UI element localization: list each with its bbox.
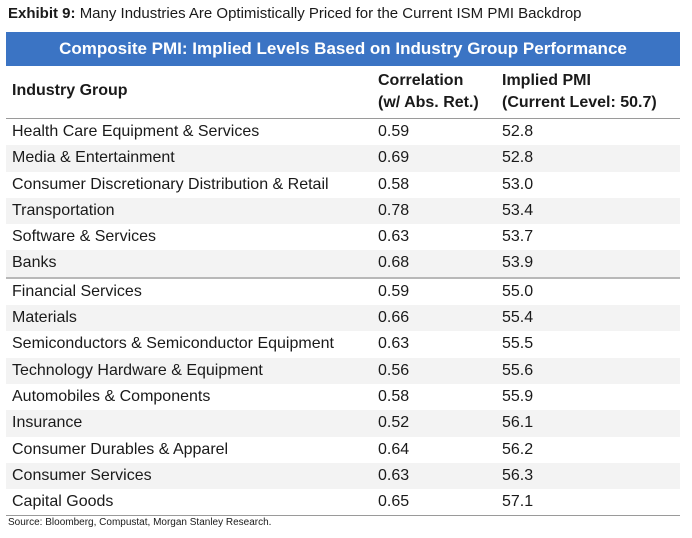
implied-pmi-cell: 52.8 [502, 123, 534, 140]
table-row: Technology Hardware & Equipment 0.56 55.6 [6, 357, 680, 384]
implied-pmi-cell: 56.3 [502, 466, 534, 484]
implied-pmi-cell: 55.6 [502, 361, 534, 379]
correlation-cell: 0.58 [378, 387, 410, 405]
correlation-cell: 0.64 [378, 440, 410, 458]
table-row: Materials 0.66 55.4 [6, 305, 680, 332]
correlation-cell: 0.66 [378, 309, 410, 327]
industry-cell: Insurance [12, 414, 83, 432]
industry-cell: Consumer Durables & Apparel [12, 440, 229, 458]
table-row: Consumer Discretionary Distribution & Re… [6, 171, 680, 198]
header-correlation: Correlation (w/ Abs. Ret.) [378, 70, 479, 114]
implied-pmi-cell: 53.7 [502, 228, 534, 246]
implied-pmi-cell: 52.8 [502, 149, 534, 167]
industry-cell: Technology Hardware & Equipment [12, 361, 263, 379]
industry-cell: Transportation [12, 201, 115, 219]
correlation-cell: 0.63 [378, 335, 410, 353]
exhibit-label: Exhibit 9: [8, 5, 76, 22]
table-row: Automobiles & Components 0.58 55.9 [6, 383, 680, 411]
implied-pmi-cell: 56.2 [502, 440, 534, 458]
exhibit-title: Exhibit 9: Many Industries Are Optimisti… [8, 4, 582, 24]
industry-cell: Software & Services [12, 228, 157, 246]
industry-cell: Financial Services [12, 282, 142, 300]
table-banner: Composite PMI: Implied Levels Based on I… [6, 32, 680, 66]
correlation-cell: 0.78 [378, 201, 410, 219]
correlation-cell: 0.65 [378, 493, 410, 511]
correlation-cell: 0.56 [378, 361, 410, 379]
correlation-cell: 0.63 [378, 228, 410, 246]
implied-pmi-cell: 55.9 [502, 387, 534, 405]
correlation-cell: 0.52 [378, 414, 410, 432]
header-implied-line2: (Current Level: 50.7) [502, 94, 657, 111]
header-correlation-line1: Correlation [378, 72, 464, 89]
table-row: Transportation 0.78 53.4 [6, 197, 680, 225]
industry-cell: Consumer Discretionary Distribution & Re… [12, 175, 329, 193]
table-row: Capital Goods 0.65 57.1 [6, 489, 680, 516]
table-row: Consumer Durables & Apparel 0.64 56.2 [6, 436, 680, 463]
table-header: Industry Group Correlation (w/ Abs. Ret.… [6, 66, 680, 119]
header-correlation-line2: (w/ Abs. Ret.) [378, 94, 479, 111]
implied-pmi-cell: 55.4 [502, 309, 534, 327]
implied-pmi-cell: 53.4 [502, 201, 534, 219]
correlation-cell: 0.63 [378, 466, 410, 484]
implied-pmi-cell: 57.1 [502, 493, 534, 511]
table-row: Consumer Services 0.63 56.3 [6, 462, 680, 490]
correlation-cell: 0.58 [378, 175, 410, 193]
industry-cell: Banks [12, 254, 57, 272]
table-body-top: Health Care Equipment & Services 0.59 52.8… [6, 119, 680, 277]
industry-cell: Consumer Services [12, 466, 152, 484]
table-row: Media & Entertainment 0.69 52.8 [6, 145, 680, 172]
correlation-cell: 0.69 [378, 149, 410, 167]
table-body-bottom: Financial Services 0.59 55.0 Materials 0.66 5… [6, 278, 680, 517]
source-note: Source: Bloomberg, Compustat, Morgan Sta… [8, 517, 272, 528]
industry-cell: Materials [12, 309, 77, 327]
exhibit-title-text: Many Industries Are Optimistically Price… [79, 5, 582, 22]
industry-cell: Automobiles & Components [12, 387, 211, 405]
implied-pmi-cell: 56.1 [502, 414, 534, 432]
industry-cell: Capital Goods [12, 493, 114, 511]
correlation-cell: 0.59 [378, 282, 410, 300]
correlation-cell: 0.59 [378, 123, 410, 140]
table-row: Financial Services 0.59 55.0 [6, 278, 680, 306]
table-row: Banks 0.68 53.9 [6, 250, 680, 277]
table-row: Health Care Equipment & Services 0.59 52.8 [6, 119, 680, 146]
correlation-cell: 0.68 [378, 254, 410, 272]
table-row: Insurance 0.52 56.1 [6, 410, 680, 437]
implied-pmi-cell: 53.9 [502, 254, 534, 272]
industry-cell: Semiconductors & Semiconductor Equipment [12, 335, 334, 353]
industry-cell: Health Care Equipment & Services [12, 123, 260, 140]
implied-pmi-cell: 55.0 [502, 282, 534, 300]
table-row: Semiconductors & Semiconductor Equipment… [6, 331, 680, 358]
header-industry-group: Industry Group [12, 82, 128, 99]
pmi-table: Composite PMI: Implied Levels Based on I… [6, 32, 680, 517]
implied-pmi-cell: 55.5 [502, 335, 534, 353]
header-implied-pmi: Implied PMI (Current Level: 50.7) [502, 70, 657, 114]
group-divider [6, 276, 680, 279]
header-implied-line1: Implied PMI [502, 72, 591, 89]
industry-cell: Media & Entertainment [12, 149, 175, 167]
table-row: Software & Services 0.63 53.7 [6, 224, 680, 251]
implied-pmi-cell: 53.0 [502, 175, 534, 193]
